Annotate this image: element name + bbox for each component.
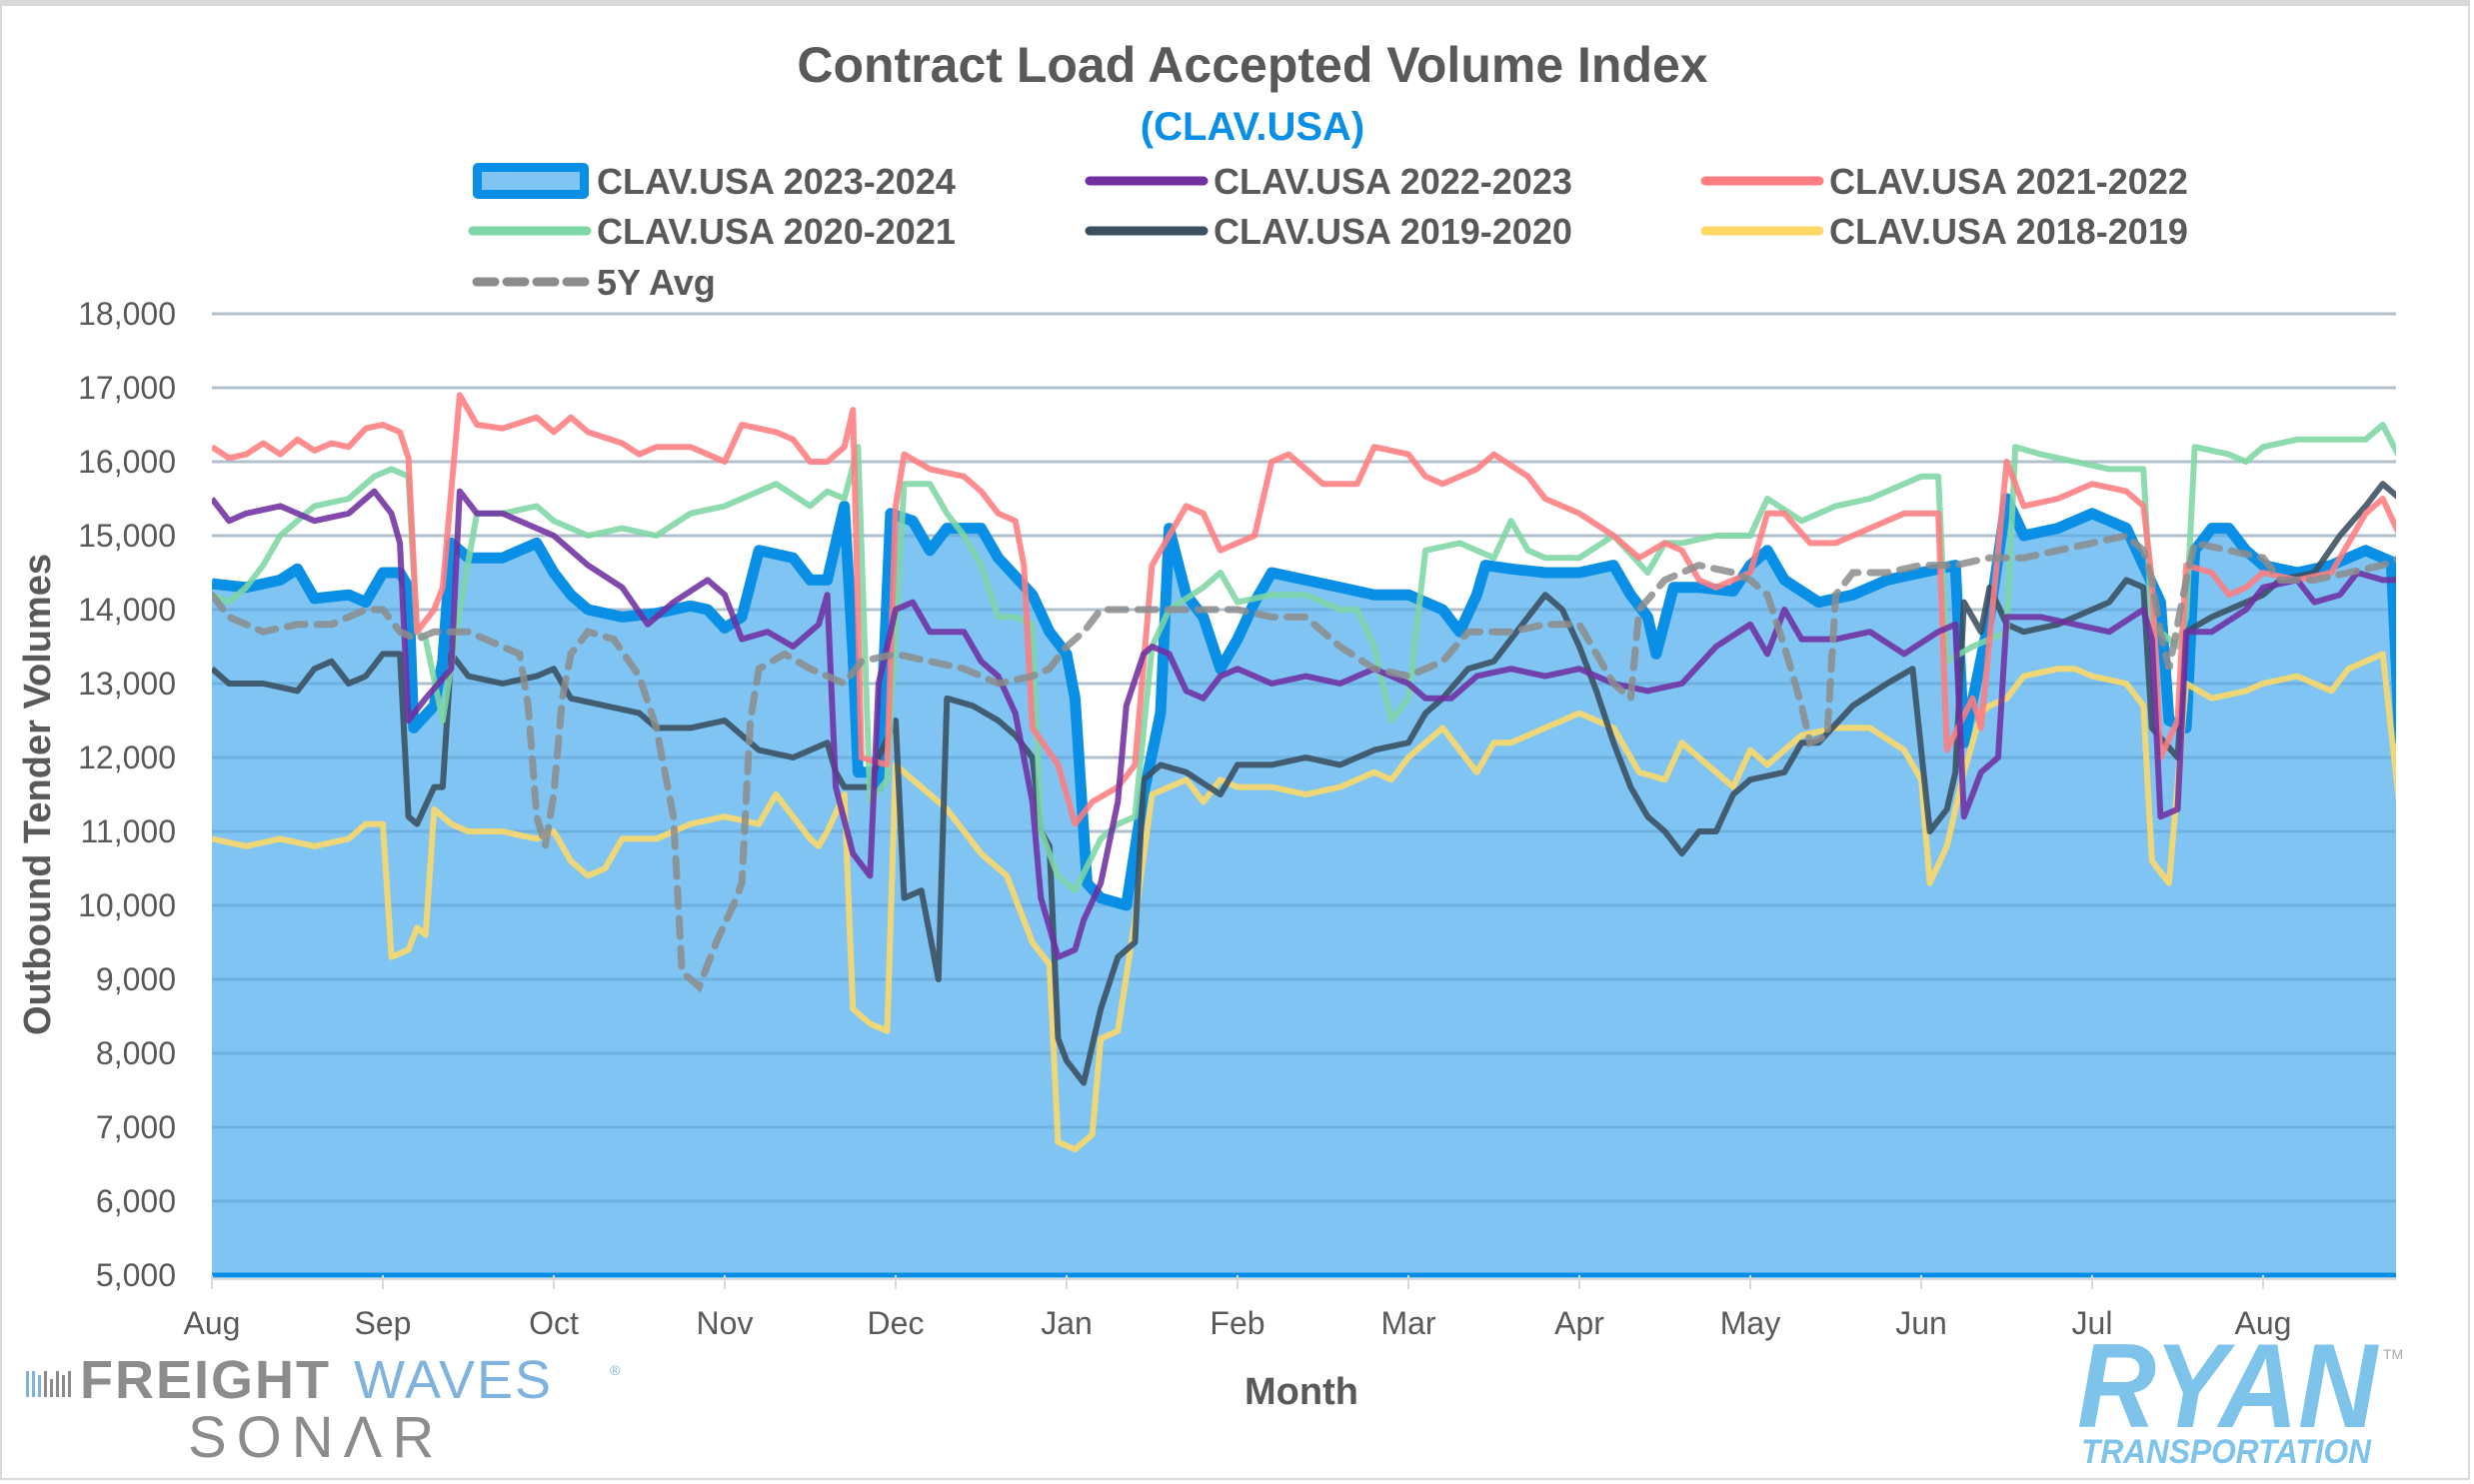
series-line-clav-usa-2018-2019 xyxy=(212,651,2396,1153)
chart-title: Contract Load Accepted Volume Index xyxy=(797,37,1707,93)
y-tick-label: 7,000 xyxy=(96,1109,176,1145)
x-tick-label: Jun xyxy=(1895,1305,1947,1341)
y-tick-label: 9,000 xyxy=(96,961,176,997)
x-tick-label: Apr xyxy=(1554,1305,1604,1341)
y-tick-label: 13,000 xyxy=(78,666,176,702)
legend-label: CLAV.USA 2019-2020 xyxy=(1214,211,1572,252)
legend-label: CLAV.USA 2020-2021 xyxy=(597,211,956,252)
series-line-clav-usa-2020-2021 xyxy=(212,422,2396,894)
y-tick-label: 14,000 xyxy=(78,592,176,628)
legend-label: CLAV.USA 2023-2024 xyxy=(597,161,956,202)
series-line-clav-usa-2021-2022 xyxy=(212,392,2396,827)
chart-subtitle: (CLAV.USA) xyxy=(1141,105,1364,149)
freightwaves-logo-light: WAVES xyxy=(354,1350,553,1410)
x-tick-label: Mar xyxy=(1380,1305,1435,1341)
ryan-logo-subtext: TRANSPORTATION xyxy=(2081,1433,2372,1471)
y-tick-labels: 5,000 6,000 7,000 8,000 9,000 10,000 11,000 12,… xyxy=(78,296,176,1293)
legend-label: CLAV.USA 2022-2023 xyxy=(1214,161,1572,202)
x-tick-labels: Aug Sep Oct Nov Dec Jan Feb Mar Apr May Jun Jul Aug xyxy=(184,1305,2292,1341)
x-tick-label: Dec xyxy=(868,1305,925,1341)
legend-item: CLAV.USA 2018-2019 xyxy=(1700,211,2188,252)
y-axis-title: Outbound Tender Volumes xyxy=(17,554,59,1035)
x-tick-label: Jul xyxy=(2072,1305,2113,1341)
freightwaves-sonar-logo: FREIGHT WAVES ® SONΛR xyxy=(26,1350,621,1470)
x-tick-label: May xyxy=(1720,1305,1780,1341)
x-tick-label: Sep xyxy=(355,1305,412,1341)
series-line-clav-usa-2022-2023 xyxy=(212,488,2396,960)
x-tick-label: Oct xyxy=(529,1305,579,1341)
legend-label: CLAV.USA 2021-2022 xyxy=(1829,161,2188,202)
legend-item: CLAV.USA 2023-2024 xyxy=(473,161,956,202)
series-line-5y-avg xyxy=(212,532,2396,993)
x-tick-label: Aug xyxy=(184,1305,241,1341)
freightwaves-logo-bold: FREIGHT xyxy=(80,1350,331,1410)
y-tick-label: 16,000 xyxy=(78,444,176,480)
legend-swatch-fill xyxy=(482,172,580,190)
x-axis-title: Month xyxy=(1244,1371,1358,1413)
legend-item: CLAV.USA 2020-2021 xyxy=(468,211,956,252)
legend-item: CLAV.USA 2019-2020 xyxy=(1085,211,1572,252)
registered-mark: ® xyxy=(610,1362,621,1378)
y-tick-label: 5,000 xyxy=(96,1257,176,1293)
y-tick-label: 6,000 xyxy=(96,1183,176,1219)
axes xyxy=(211,1272,2396,1289)
legend-item: CLAV.USA 2022-2023 xyxy=(1085,161,1572,202)
y-tick-label: 18,000 xyxy=(78,296,176,332)
legend-label: 5Y Avg xyxy=(597,262,716,303)
y-tick-label: 8,000 xyxy=(96,1035,176,1071)
series-area-clav-usa-2023-2024 xyxy=(212,499,2396,1275)
ryan-logo-text: RYAN xyxy=(2077,1319,2379,1453)
sonar-logo: SONΛR xyxy=(188,1405,444,1470)
y-tick-label: 11,000 xyxy=(81,813,177,849)
y-tick-label: 10,000 xyxy=(78,887,176,923)
x-tick-label: Jan xyxy=(1041,1305,1093,1341)
series-line-clav-usa-2023-2024 xyxy=(212,493,2396,911)
y-tick-label: 12,000 xyxy=(78,740,176,775)
ryan-transportation-logo: RYAN TM TRANSPORTATION xyxy=(2077,1319,2403,1471)
freightwaves-bars-icon xyxy=(26,1371,71,1397)
series-layer xyxy=(212,312,2396,1275)
y-tick-label: 15,000 xyxy=(78,518,176,554)
legend-item: 5Y Avg xyxy=(472,262,716,303)
legend: CLAV.USA 2023-2024 CLAV.USA 2022-2023 CLAV… xyxy=(468,161,2188,303)
legend-label: CLAV.USA 2018-2019 xyxy=(1829,211,2188,252)
x-tick-label: Nov xyxy=(697,1305,754,1341)
trademark-mark: TM xyxy=(2383,1346,2403,1362)
x-tick-label: Feb xyxy=(1210,1305,1264,1341)
legend-item: CLAV.USA 2021-2022 xyxy=(1700,161,2188,202)
x-tick-label: Aug xyxy=(2235,1305,2292,1341)
y-tick-label: 17,000 xyxy=(78,370,176,406)
